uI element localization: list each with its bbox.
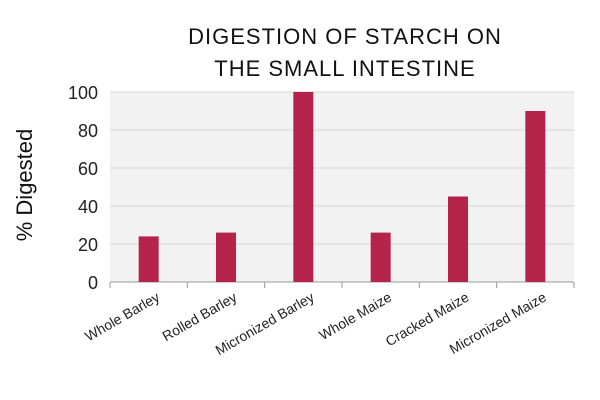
chart-title-line-1: DIGESTION OF STARCH ON (188, 24, 502, 49)
y-tick-label: 100 (68, 83, 98, 103)
y-tick-label: 60 (78, 159, 98, 179)
y-axis-label: % Digested (12, 129, 37, 242)
bar-rolled-barley (216, 232, 236, 282)
bar-micronized-maize (525, 111, 546, 282)
y-tick-label: 20 (78, 235, 98, 255)
chart-title-line-2: THE SMALL INTESTINE (214, 56, 475, 81)
bar-micronized-barley (293, 92, 314, 282)
y-tick-label: 40 (78, 197, 98, 217)
x-tick-label: Whole Barley (82, 289, 162, 344)
plot-background (110, 92, 574, 282)
bar-whole-maize (370, 232, 391, 282)
bar-whole-barley (138, 236, 159, 282)
y-tick-label: 0 (88, 273, 98, 293)
y-tick-label: 80 (78, 121, 98, 141)
bar-cracked-maize (448, 196, 468, 282)
